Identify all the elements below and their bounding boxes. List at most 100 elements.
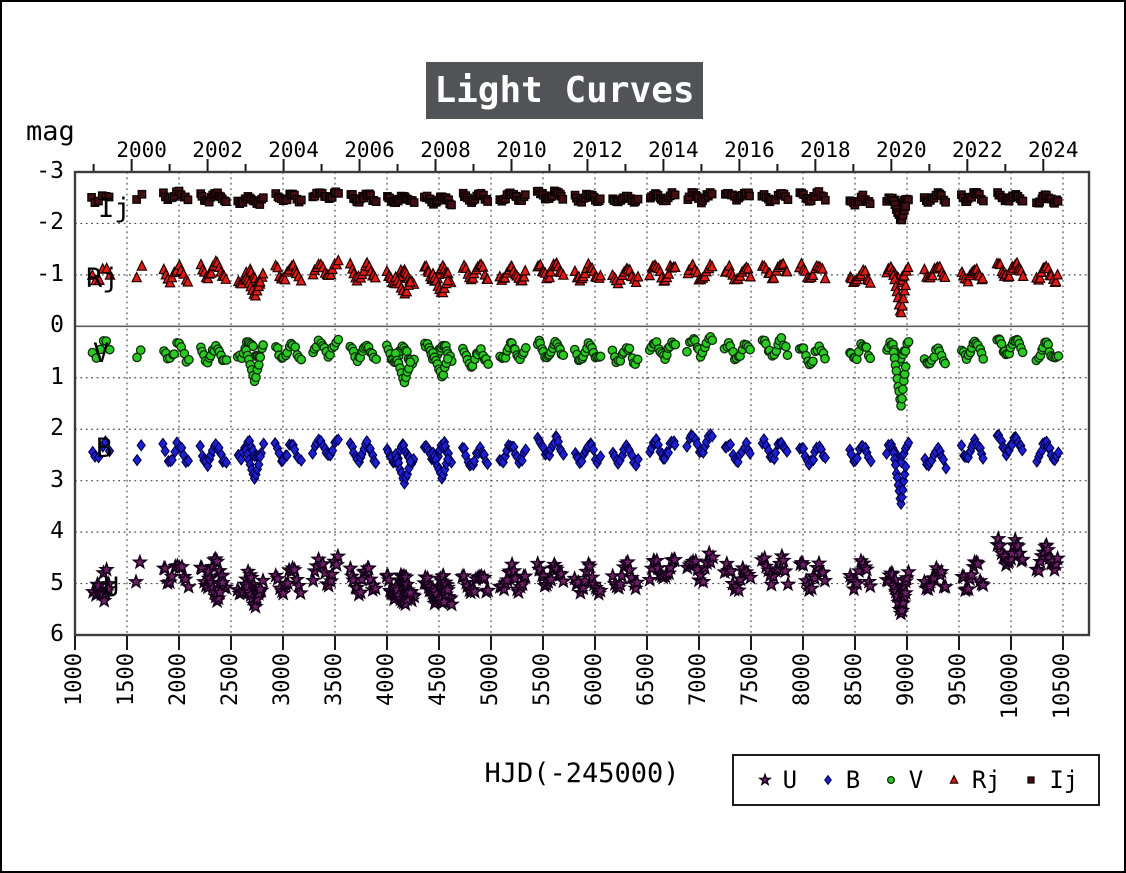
data-point bbox=[933, 563, 950, 579]
data-point bbox=[99, 580, 117, 597]
data-point bbox=[742, 568, 759, 585]
data-point bbox=[91, 353, 102, 363]
data-point bbox=[380, 571, 398, 588]
data-point bbox=[370, 456, 381, 470]
data-point bbox=[1017, 269, 1029, 281]
data-point bbox=[104, 192, 114, 202]
data-point bbox=[989, 530, 1007, 546]
legend-label-B: B bbox=[845, 766, 861, 794]
data-point bbox=[644, 269, 656, 281]
data-point bbox=[819, 272, 831, 284]
data-point bbox=[707, 429, 717, 443]
data-point bbox=[296, 354, 307, 365]
data-point bbox=[443, 452, 453, 466]
data-point bbox=[707, 335, 718, 346]
data-point bbox=[941, 461, 951, 475]
data-point bbox=[816, 262, 829, 274]
data-point bbox=[865, 353, 876, 364]
data-point bbox=[258, 340, 268, 350]
data-point bbox=[292, 584, 309, 601]
data-point bbox=[352, 583, 369, 600]
data-point bbox=[1050, 275, 1062, 287]
data-point bbox=[135, 345, 146, 355]
data-point bbox=[252, 580, 269, 597]
data-point bbox=[745, 191, 754, 201]
data-point bbox=[305, 571, 322, 588]
data-point bbox=[258, 437, 269, 451]
series-U bbox=[84, 530, 1066, 621]
data-point bbox=[807, 268, 819, 280]
data-point bbox=[167, 453, 177, 467]
axis-ticks bbox=[74, 159, 1064, 650]
data-point bbox=[160, 444, 170, 458]
data-point bbox=[476, 568, 493, 585]
data-point bbox=[962, 275, 974, 287]
data-point bbox=[859, 264, 871, 276]
data-point bbox=[940, 358, 950, 369]
data-point bbox=[296, 454, 306, 467]
data-point bbox=[900, 361, 911, 372]
data-point bbox=[782, 350, 793, 361]
data-point bbox=[949, 774, 959, 784]
data-point bbox=[669, 260, 681, 272]
data-point bbox=[815, 563, 832, 580]
data-point bbox=[770, 446, 781, 460]
data-point bbox=[405, 357, 416, 367]
data-point bbox=[938, 453, 948, 466]
data-point bbox=[371, 354, 382, 365]
data-point bbox=[979, 196, 988, 206]
data-point bbox=[820, 451, 830, 465]
data-point bbox=[903, 336, 914, 347]
data-point bbox=[435, 593, 453, 610]
data-point bbox=[220, 272, 232, 284]
data-point bbox=[974, 576, 992, 593]
data-point bbox=[682, 440, 692, 453]
data-point bbox=[1011, 544, 1029, 561]
data-point bbox=[482, 457, 493, 471]
data-point bbox=[1017, 443, 1027, 457]
data-point bbox=[221, 456, 232, 469]
data-point bbox=[816, 572, 834, 588]
data-point bbox=[810, 554, 828, 571]
data-point bbox=[156, 559, 174, 576]
data-point bbox=[184, 354, 194, 365]
legend-marker-Ij bbox=[1027, 776, 1036, 784]
data-point bbox=[820, 353, 830, 364]
data-point bbox=[558, 448, 569, 461]
y-axis-unit-label: mag bbox=[26, 116, 75, 147]
data-point bbox=[325, 268, 337, 280]
data-point bbox=[236, 453, 246, 466]
data-point bbox=[991, 537, 1009, 553]
data-point bbox=[900, 278, 912, 291]
data-point bbox=[552, 565, 570, 582]
legend-item-Ij: Ij bbox=[1020, 766, 1078, 794]
legend-item-U: U bbox=[754, 766, 797, 794]
data-point bbox=[127, 573, 145, 589]
data-point bbox=[439, 581, 457, 598]
data-point bbox=[205, 266, 217, 278]
data-point bbox=[769, 452, 779, 466]
data-point bbox=[404, 461, 414, 475]
data-point bbox=[899, 474, 909, 488]
data-point bbox=[960, 580, 977, 597]
data-point bbox=[900, 460, 911, 474]
data-point bbox=[163, 567, 181, 584]
data-point bbox=[521, 443, 531, 457]
data-point bbox=[901, 202, 910, 211]
data-point bbox=[687, 552, 704, 569]
data-point bbox=[744, 270, 757, 282]
data-point bbox=[182, 275, 194, 287]
data-point bbox=[483, 197, 492, 206]
data-point bbox=[104, 268, 116, 280]
data-point bbox=[1030, 562, 1047, 579]
legend-marker-V bbox=[886, 775, 895, 785]
data-point bbox=[442, 354, 453, 364]
data-point bbox=[177, 570, 194, 587]
data-point bbox=[783, 195, 793, 205]
data-point bbox=[848, 575, 866, 591]
data-point bbox=[663, 446, 674, 460]
data-point bbox=[649, 559, 667, 576]
data-point bbox=[896, 497, 906, 511]
data-point bbox=[899, 284, 911, 296]
